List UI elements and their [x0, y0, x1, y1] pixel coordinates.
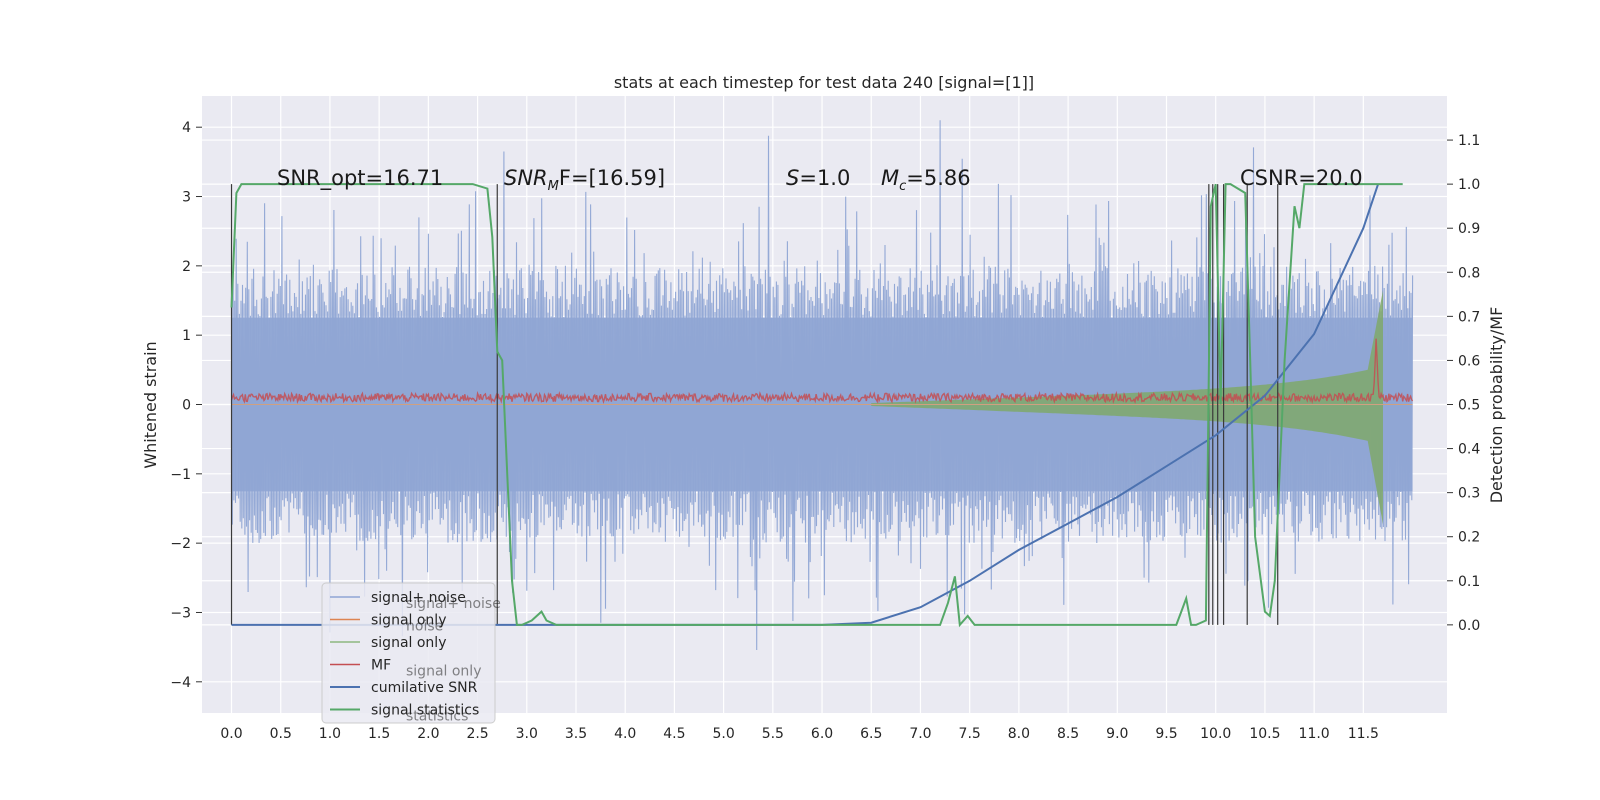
annotation-mc-sub: c: [899, 179, 906, 194]
annotation-s-tail: =1.0: [799, 166, 850, 190]
series-mf: [230, 338, 1414, 405]
x-tick-label: 2.0: [417, 726, 439, 742]
x-tick-label: 0.0: [220, 726, 242, 742]
x-tick-label: 7.0: [909, 726, 931, 742]
y-tick-label: 3: [182, 190, 191, 206]
y-right-tick-label: 1.1: [1458, 133, 1480, 149]
y-right-tick-label: 1.0: [1458, 177, 1480, 193]
y-tick-label: −3: [170, 605, 191, 621]
y-right-tick-label: 0.3: [1458, 486, 1480, 502]
y-tick-label: 1: [182, 328, 191, 344]
legend-ghost-label: signal+ noise: [406, 596, 501, 612]
annotation-mc-tail: =5.86: [906, 166, 970, 190]
annotation-snr-mf: SNRMF=[16.59]: [504, 166, 665, 194]
legend-label: signal only: [371, 613, 446, 629]
x-tick-label: 0.5: [270, 726, 292, 742]
y-right-tick-label: 0.2: [1458, 530, 1480, 546]
y-right-tick-label: 0.9: [1458, 221, 1480, 237]
annotation-s: S=1.0: [786, 166, 850, 190]
x-tick-label: 8.0: [1008, 726, 1030, 742]
legend-label: signal statistics: [371, 703, 479, 719]
annotation-mc: Mc=5.86: [881, 166, 971, 194]
axis-ticks: 0.0 0.5 1.0 1.5 2.0 2.5 3.0 3.5 4.0 4.5 5.0 5.5 6.0 6…: [170, 120, 1480, 742]
x-tick-label: 4.5: [663, 726, 685, 742]
x-tick-label: 8.5: [1057, 726, 1079, 742]
series-cumulative-snr: [231, 183, 1380, 626]
x-tick-label: 10.5: [1249, 726, 1280, 742]
x-tick-label: 5.0: [712, 726, 734, 742]
x-tick-label: 11.5: [1348, 726, 1379, 742]
series-signal-noise: [230, 120, 1414, 651]
x-tick-label: 6.5: [860, 726, 882, 742]
annotation-csnr: CSNR=20.0: [1240, 166, 1363, 190]
x-tick-label: 3.5: [565, 726, 587, 742]
annotation-snr-opt: SNR_opt=16.71: [277, 166, 443, 191]
annotation-mc-main: M: [881, 166, 899, 190]
x-tick-label: 5.5: [762, 726, 784, 742]
x-tick-label: 4.0: [614, 726, 636, 742]
chart-title: stats at each timestep for test data 240…: [614, 73, 1034, 92]
x-tick-label: 6.0: [811, 726, 833, 742]
y-tick-label: 2: [182, 259, 191, 275]
y-right-tick-label: 0.0: [1458, 618, 1480, 634]
x-tick-label: 1.0: [319, 726, 341, 742]
series-signal-statistics: [230, 183, 1403, 628]
y-right-tick-label: 0.1: [1458, 574, 1480, 590]
data-layer: [230, 120, 1414, 651]
y-tick-label: −2: [170, 536, 191, 552]
legend-label: MF: [371, 658, 391, 674]
legend-label: cumilative SNR: [371, 680, 478, 696]
y-right-tick-label: 0.4: [1458, 442, 1480, 458]
x-tick-label: 1.5: [368, 726, 390, 742]
x-tick-label: 9.5: [1155, 726, 1177, 742]
annotation-snr-mf-main: SNR: [504, 166, 548, 190]
x-tick-label: 9.0: [1106, 726, 1128, 742]
y-tick-label: −1: [170, 467, 191, 483]
annotation-s-main: S: [786, 166, 799, 190]
y-right-tick-label: 0.5: [1458, 398, 1480, 414]
legend-label: signal only: [371, 635, 446, 651]
y-axis-label: Whitened strain: [141, 341, 160, 468]
x-tick-label: 10.0: [1200, 726, 1231, 742]
annotation-snr-mf-sub: M: [548, 179, 559, 194]
x-tick-label: 7.5: [959, 726, 981, 742]
legend-ghost-label: noise: [406, 619, 443, 635]
y-tick-label: −4: [170, 675, 191, 691]
y-right-tick-label: 0.8: [1458, 265, 1480, 281]
legend-box: [321, 582, 496, 724]
y-tick-label: 4: [182, 120, 191, 136]
x-tick-label: 2.5: [466, 726, 488, 742]
legend-ghost-label: signal only: [406, 664, 481, 680]
legend-ghost-label: statistics: [406, 709, 468, 725]
series-signal-only-green: [871, 290, 1383, 525]
y-right-tick-label: 0.6: [1458, 353, 1480, 369]
y-right-tick-label: 0.7: [1458, 309, 1480, 325]
y-axis-right-label: Detection probability/MF: [1487, 307, 1506, 504]
annotations: SNR_opt=16.71 SNRMF=[16.59] S=1.0 Mc=5.8…: [277, 166, 1363, 194]
x-tick-label: 3.0: [516, 726, 538, 742]
y-tick-label: 0: [182, 398, 191, 414]
annotation-snr-mf-tail: F=[16.59]: [559, 166, 665, 190]
legend-label: signal+ noise: [371, 590, 466, 606]
x-tick-label: 11.0: [1299, 726, 1330, 742]
